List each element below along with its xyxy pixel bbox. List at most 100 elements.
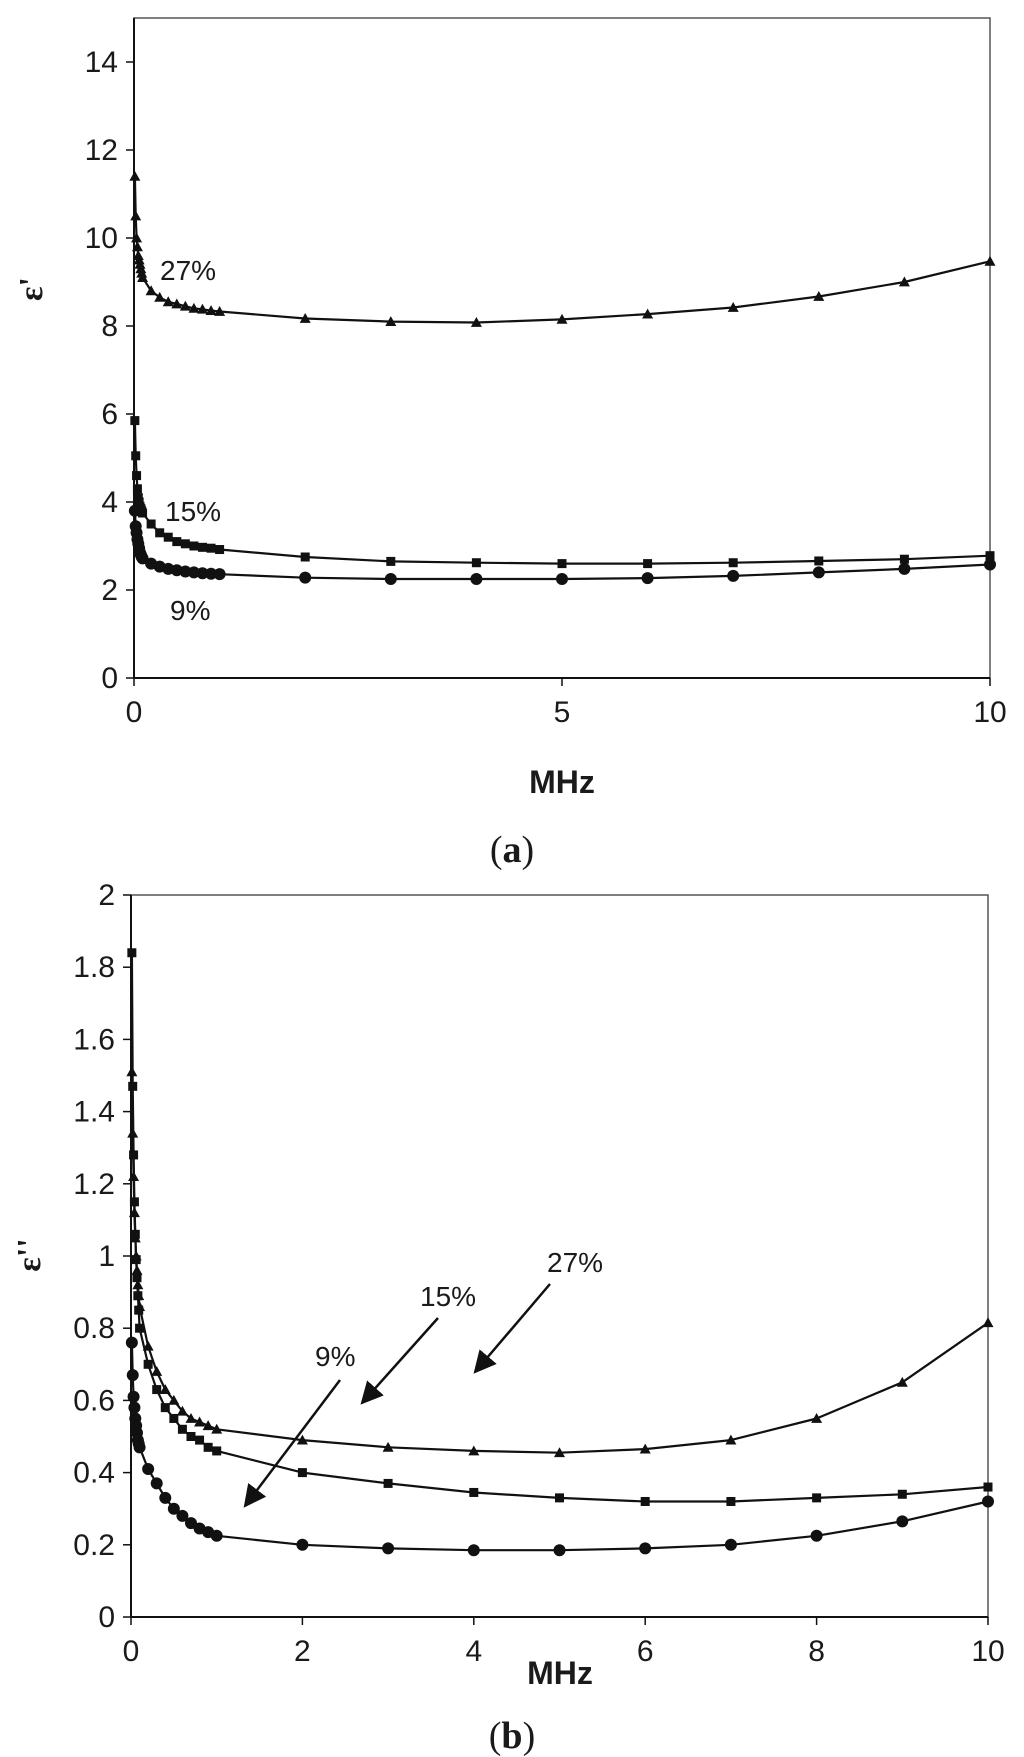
- y-tick-label: 6: [101, 398, 118, 431]
- data-point-15-b: [812, 1493, 822, 1503]
- data-point-27-b: [151, 1366, 163, 1376]
- series-line-27-a: [133, 176, 991, 324]
- data-point-27-a: [134, 258, 146, 269]
- data-point-27-a: [556, 313, 568, 324]
- data-point-27-a: [133, 254, 145, 265]
- data-point-27-a: [385, 316, 397, 326]
- data-point-15-a: [146, 519, 156, 529]
- annotation-15-a: 15%: [165, 496, 221, 527]
- data-point-15-a: [197, 542, 207, 552]
- data-point-15-a: [132, 484, 142, 494]
- data-point-27-a: [135, 263, 147, 274]
- data-point-9-b: [176, 1509, 189, 1522]
- caption-a-letter: a: [503, 829, 522, 871]
- data-point-27-b: [176, 1405, 188, 1416]
- data-point-15-b: [129, 1197, 139, 1207]
- data-point-15-b: [203, 1442, 213, 1452]
- data-point-9-b: [184, 1517, 197, 1530]
- y-tick-label: 12: [85, 134, 118, 167]
- data-point-9-b: [982, 1495, 994, 1508]
- data-point-9-a: [299, 571, 312, 584]
- data-point-27-b: [382, 1441, 394, 1452]
- data-point-15-a: [643, 559, 653, 569]
- chart-b: 00.20.40.60.811.21.41.61.82 0 2 4 6 8 10 MHz …: [11, 879, 1005, 1757]
- data-point-15-b: [186, 1432, 196, 1441]
- y-tick-label: 1.2: [73, 1168, 115, 1201]
- data-point-9-a: [128, 504, 141, 517]
- x-tick-label: 0: [123, 1635, 140, 1668]
- data-point-9-a: [213, 568, 226, 581]
- x-tick-label: 2: [294, 1635, 311, 1668]
- data-point-15-b: [130, 1229, 140, 1239]
- x-axis-title-b: MHz: [527, 1655, 593, 1691]
- data-point-27-b: [468, 1445, 480, 1456]
- data-point-9-a: [384, 573, 397, 585]
- x-tick-label: 4: [465, 1635, 482, 1668]
- data-point-15-b: [131, 1255, 141, 1265]
- data-point-15-a: [386, 556, 396, 566]
- data-point-27-a: [131, 232, 143, 243]
- data-point-15-b: [169, 1413, 179, 1423]
- annotation-15-b: 15%: [420, 1281, 476, 1312]
- data-point-15-b: [555, 1493, 564, 1503]
- annotation-27-a: 27%: [160, 255, 216, 286]
- data-point-9-a: [470, 573, 483, 585]
- data-point-27-a: [132, 250, 144, 260]
- chart-a: 0 2 4 6 8 10 12 14 0 5 10 MHz ε' 27% 15% 9% (a): [13, 17, 1007, 871]
- caption-b: (b): [489, 1715, 535, 1757]
- data-point-9-a: [136, 552, 149, 565]
- y-tick-label: 1.6: [73, 1023, 115, 1056]
- data-point-15-b: [127, 948, 137, 958]
- data-point-15-a: [899, 554, 909, 564]
- y-tick-label: 14: [85, 46, 118, 79]
- caption-a: (a): [490, 829, 534, 871]
- data-point-27-b: [554, 1447, 565, 1458]
- data-point-27-a: [196, 303, 208, 314]
- data-point-15-b: [383, 1478, 393, 1488]
- data-point-15-b: [160, 1403, 170, 1413]
- data-point-27-b: [725, 1434, 737, 1445]
- data-point-15-a: [131, 451, 141, 461]
- x-axis-title-a: MHz: [529, 764, 595, 800]
- caption-a-close: ): [522, 829, 535, 871]
- data-point-15-a: [557, 559, 567, 569]
- data-point-27-a: [205, 305, 217, 315]
- series-line-15-b: [130, 952, 989, 1503]
- x-tick-label: 10: [973, 696, 1006, 729]
- data-point-15-a: [985, 551, 995, 561]
- data-point-27-a: [299, 313, 311, 323]
- data-point-27-a: [154, 291, 166, 302]
- annotation-27-b: 27%: [547, 1247, 603, 1278]
- data-point-9-b: [125, 1336, 138, 1349]
- data-point-9-a: [812, 566, 825, 579]
- data-point-27-a: [898, 276, 910, 287]
- data-point-9-b: [159, 1491, 172, 1504]
- data-point-15-a: [206, 543, 216, 553]
- data-point-15-a: [180, 539, 190, 549]
- data-point-27-b: [185, 1412, 197, 1423]
- data-point-27-a: [470, 316, 482, 327]
- series-line-15-a: [133, 420, 991, 565]
- y-tick-label: 2: [101, 574, 118, 607]
- y-tick-label: 1.4: [73, 1096, 115, 1129]
- data-point-27-b: [811, 1412, 823, 1423]
- series-line-9-a: [133, 510, 991, 581]
- data-point-9-b: [210, 1529, 223, 1542]
- data-point-9-a: [984, 558, 996, 571]
- data-point-15-a: [130, 416, 140, 426]
- y-tick-label: 8: [101, 310, 118, 343]
- data-point-27-a: [130, 210, 142, 221]
- data-point-15-b: [897, 1489, 907, 1499]
- data-point-9-a: [205, 567, 218, 580]
- data-point-27-b: [896, 1376, 908, 1387]
- data-point-9-b: [167, 1502, 180, 1515]
- annotation-9-b: 9%: [315, 1341, 355, 1372]
- data-point-15-a: [138, 508, 148, 518]
- data-point-15-a: [155, 528, 165, 538]
- data-point-9-b: [142, 1462, 155, 1475]
- x-tick-label: 0: [126, 696, 143, 729]
- y-tick-label: 0: [98, 1601, 115, 1634]
- data-point-15-b: [132, 1273, 142, 1283]
- y-tick-label: 4: [101, 486, 118, 519]
- data-point-9-a: [556, 573, 568, 585]
